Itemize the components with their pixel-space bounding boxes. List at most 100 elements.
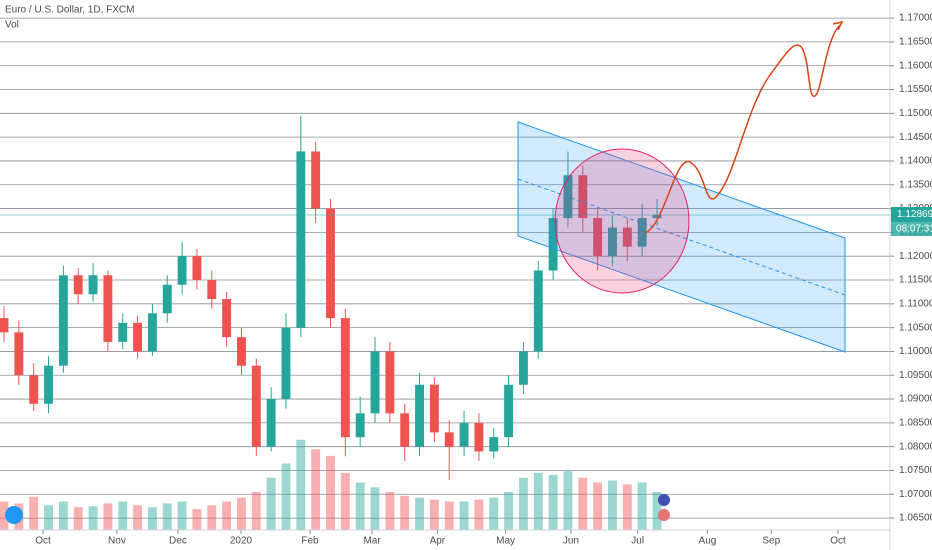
y-tick-label: 1.17000: [899, 13, 932, 24]
candle-body: [147, 313, 157, 352]
volume-bar: [578, 477, 588, 530]
candle-body: [429, 384, 439, 433]
volume-bar: [533, 473, 543, 530]
channel: [517, 121, 846, 353]
candle-body: [578, 175, 588, 219]
candle-body: [177, 256, 187, 285]
candle-body: [58, 275, 68, 366]
volume-bar: [222, 501, 232, 530]
volume-bar: [608, 480, 617, 530]
y-tick-label: 1.15500: [899, 84, 932, 95]
countdown: 08:07:31: [896, 224, 932, 235]
volume-bar: [192, 509, 202, 530]
x-tick-label: Oct: [830, 536, 846, 547]
candle-body: [192, 256, 202, 280]
event-icon[interactable]: [658, 494, 670, 506]
x-tick-label: Jul: [631, 536, 644, 547]
y-tick-label: 1.12000: [899, 251, 932, 262]
logo[interactable]: [5, 506, 23, 524]
candle-body: [14, 332, 24, 376]
volume-bar: [637, 482, 647, 530]
y-tick-label: 1.11500: [899, 275, 932, 286]
volume-bar: [88, 506, 98, 530]
x-tick-label: Nov: [108, 536, 126, 547]
volume-bar: [326, 455, 335, 530]
candle-body: [133, 322, 143, 352]
x-tick-label: Jun: [563, 536, 579, 547]
candle-body: [0, 318, 9, 333]
volume-bar: [118, 501, 128, 530]
y-tick-label: 1.13500: [899, 179, 932, 190]
y-tick-label: 1.09500: [899, 370, 932, 381]
candle-body: [88, 275, 98, 295]
y-tick-label: 1.10500: [899, 322, 932, 333]
candle-body: [608, 227, 617, 257]
volume-bar: [370, 487, 380, 530]
volume-bar: [563, 471, 573, 530]
candle-body: [237, 337, 246, 366]
y-tick-label: 1.10000: [899, 346, 932, 357]
volume-bar: [385, 492, 395, 530]
volume-bar: [266, 477, 276, 530]
volume-bar: [207, 505, 217, 530]
volume-bar: [281, 463, 291, 530]
candle-body: [326, 208, 335, 319]
y-tick-label: 1.06500: [899, 513, 932, 524]
candle-body: [355, 413, 365, 438]
volume-bar: [147, 507, 157, 530]
event-icon[interactable]: [658, 509, 670, 521]
x-tick-label: 2020: [230, 536, 253, 547]
y-tick-label: 1.08500: [899, 417, 932, 428]
volume-bar: [400, 495, 410, 530]
x-tick-label: Sep: [762, 536, 780, 547]
volume-bar: [459, 501, 469, 530]
y-tick-label: 1.16500: [899, 37, 932, 48]
y-tick-label: 1.11000: [899, 298, 932, 309]
x-tick-label: Feb: [301, 536, 319, 547]
volume-bar: [340, 473, 350, 530]
channel-midline: [517, 178, 846, 296]
volume-bar: [296, 439, 306, 530]
candle-body: [548, 218, 558, 271]
x-tick-label: May: [496, 536, 515, 547]
volume-bar: [593, 482, 603, 530]
volume-bar: [504, 492, 514, 530]
candle-body: [415, 384, 425, 447]
volume-bar: [355, 482, 365, 530]
volume-pane: [0, 439, 662, 530]
x-tick-label: Mar: [363, 536, 381, 547]
volume-bar: [548, 474, 558, 530]
volume-bar: [133, 505, 143, 530]
candle-body: [103, 275, 113, 342]
y-tick-label: 1.14500: [899, 132, 932, 143]
candle-body: [266, 399, 276, 447]
candle-body: [474, 422, 484, 452]
candle-body: [207, 280, 217, 300]
projection-arrow: [832, 20, 844, 31]
candle-body: [459, 422, 469, 447]
candle-body: [533, 270, 543, 352]
y-tick-label: 1.09000: [899, 394, 932, 405]
volume-bar: [0, 501, 9, 530]
volume-label: Vol: [5, 20, 19, 31]
candle-body: [370, 351, 380, 414]
candle-body: [652, 214, 662, 219]
projection-path: [644, 24, 841, 234]
last-price-tag: [891, 207, 932, 222]
candle-body: [593, 218, 603, 257]
candle-body: [311, 151, 321, 209]
candle-body: [296, 151, 306, 328]
candle-body: [118, 322, 128, 342]
candle-body: [251, 365, 261, 447]
volume-bar: [489, 497, 499, 530]
volume-bar: [237, 497, 246, 530]
candle-body: [44, 365, 53, 404]
volume-bar: [429, 499, 439, 530]
x-tick-label: Oct: [35, 536, 51, 547]
volume-bar: [474, 499, 484, 530]
candle-body: [489, 437, 499, 452]
volume-bar: [73, 507, 83, 530]
y-tick-label: 1.08000: [899, 441, 932, 452]
y-tick-label: 1.07500: [899, 465, 932, 476]
